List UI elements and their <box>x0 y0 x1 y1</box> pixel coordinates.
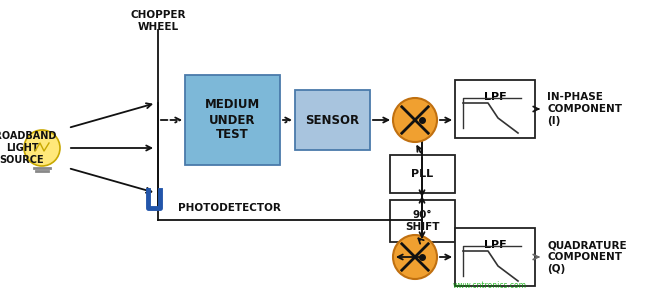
Text: BROADBAND
LIGHT
SOURCE: BROADBAND LIGHT SOURCE <box>0 132 57 165</box>
Text: CHOPPER
WHEEL: CHOPPER WHEEL <box>130 10 186 32</box>
Text: LPF: LPF <box>484 92 507 102</box>
Bar <box>185 75 280 165</box>
Text: MEDIUM
UNDER
TEST: MEDIUM UNDER TEST <box>205 98 260 142</box>
Text: SENSOR: SENSOR <box>305 114 360 126</box>
Circle shape <box>393 98 437 142</box>
Text: QUADRATURE
COMPONENT
(Q): QUADRATURE COMPONENT (Q) <box>547 240 627 274</box>
Bar <box>390 200 455 242</box>
Text: 90°
SHIFT: 90° SHIFT <box>405 210 440 232</box>
Circle shape <box>24 130 60 166</box>
Text: www.cntronics.com: www.cntronics.com <box>453 281 527 290</box>
Bar <box>455 228 535 286</box>
Bar <box>390 155 455 193</box>
Text: PLL: PLL <box>411 169 433 179</box>
Circle shape <box>393 235 437 279</box>
Text: LPF: LPF <box>484 240 507 250</box>
Bar <box>295 90 370 150</box>
Bar <box>455 80 535 138</box>
Text: IN-PHASE
COMPONENT
(I): IN-PHASE COMPONENT (I) <box>547 92 622 126</box>
Text: PHOTODETECTOR: PHOTODETECTOR <box>178 203 281 213</box>
